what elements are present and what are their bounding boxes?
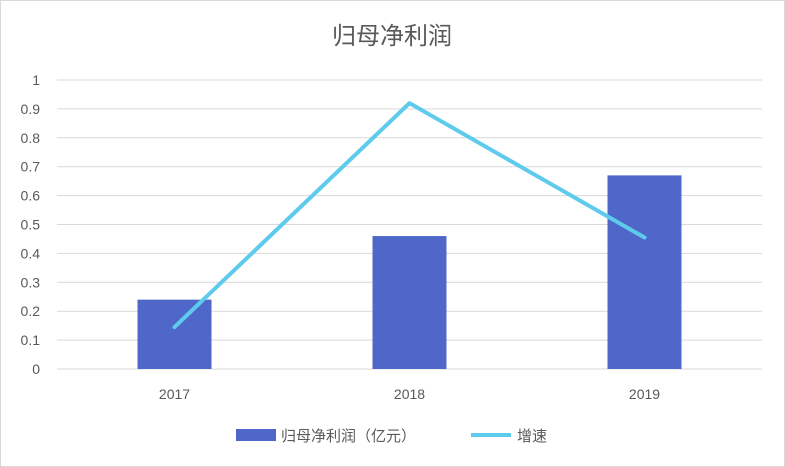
y-tick-label: 0.2 [21,303,41,319]
bar [372,236,447,369]
bar [137,299,212,369]
y-tick-label: 0.4 [21,245,41,261]
y-tick-label: 0.8 [21,130,41,146]
chart-title: 归母净利润 [332,22,452,50]
x-tick-label: 2019 [629,386,660,402]
line-series [172,101,647,330]
x-tick-label: 2018 [394,386,425,402]
y-tick-label: 0.3 [21,274,41,290]
y-tick-label: 0.9 [21,101,41,117]
y-axis-tick-labels: 0 0.1 0.2 0.3 0.4 0.5 0.6 0.7 0.8 0.9 1 [21,72,41,377]
y-tick-label: 0 [32,361,40,377]
y-tick-label: 0.7 [21,159,41,175]
legend-swatch-bar [236,429,276,441]
y-tick-label: 1 [32,72,40,88]
series-line [172,101,647,330]
bar-series [137,175,682,369]
legend: 归母净利润（亿元） 增速 [236,427,547,445]
x-tick-label: 2017 [159,386,190,402]
y-tick-label: 0.1 [21,332,41,348]
x-axis-tick-labels: 2017 2018 2019 [159,386,660,402]
bar [607,175,682,369]
legend-label-line: 增速 [517,427,547,445]
y-tick-label: 0.5 [21,217,41,233]
y-tick-label: 0.6 [21,188,41,204]
legend-label-bar: 归母净利润（亿元） [281,427,416,445]
